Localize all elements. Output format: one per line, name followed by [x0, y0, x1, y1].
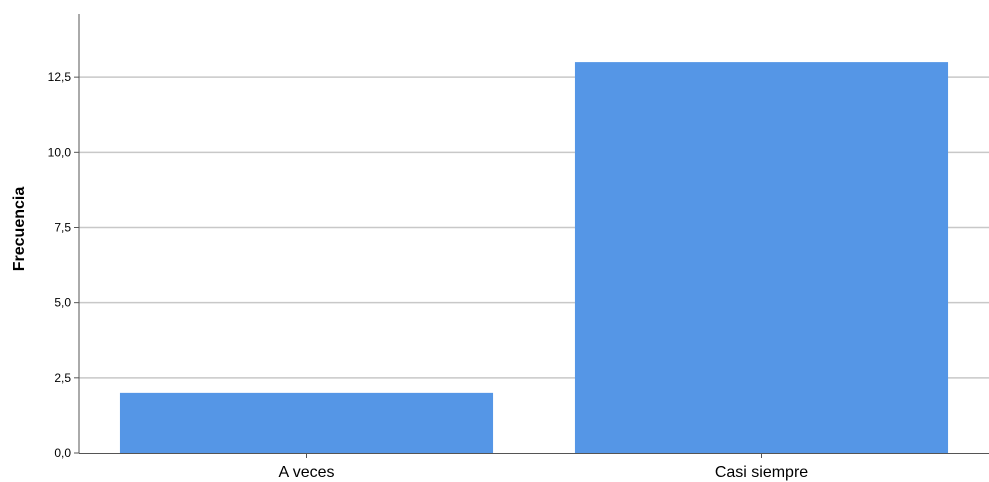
y-axis-title: Frecuencia — [11, 187, 28, 272]
y-tick-label: 0,0 — [54, 446, 71, 460]
y-tick-label: 12,5 — [48, 70, 72, 84]
bar — [574, 62, 949, 453]
y-tick-label: 7,5 — [54, 220, 71, 234]
x-category-label: Casi siempre — [715, 464, 808, 481]
axes — [78, 14, 989, 454]
bars — [119, 62, 949, 453]
x-category-label: A veces — [278, 464, 334, 481]
y-tick-labels: 0,0 2,5 5,0 7,5 10,0 12,5 — [48, 70, 79, 460]
bar — [119, 392, 494, 453]
y-tick-label: 10,0 — [48, 145, 72, 159]
y-tick-label: 2,5 — [54, 371, 71, 385]
x-category-labels: A veces Casi siempre — [278, 453, 808, 481]
y-tick-label: 5,0 — [54, 296, 71, 310]
